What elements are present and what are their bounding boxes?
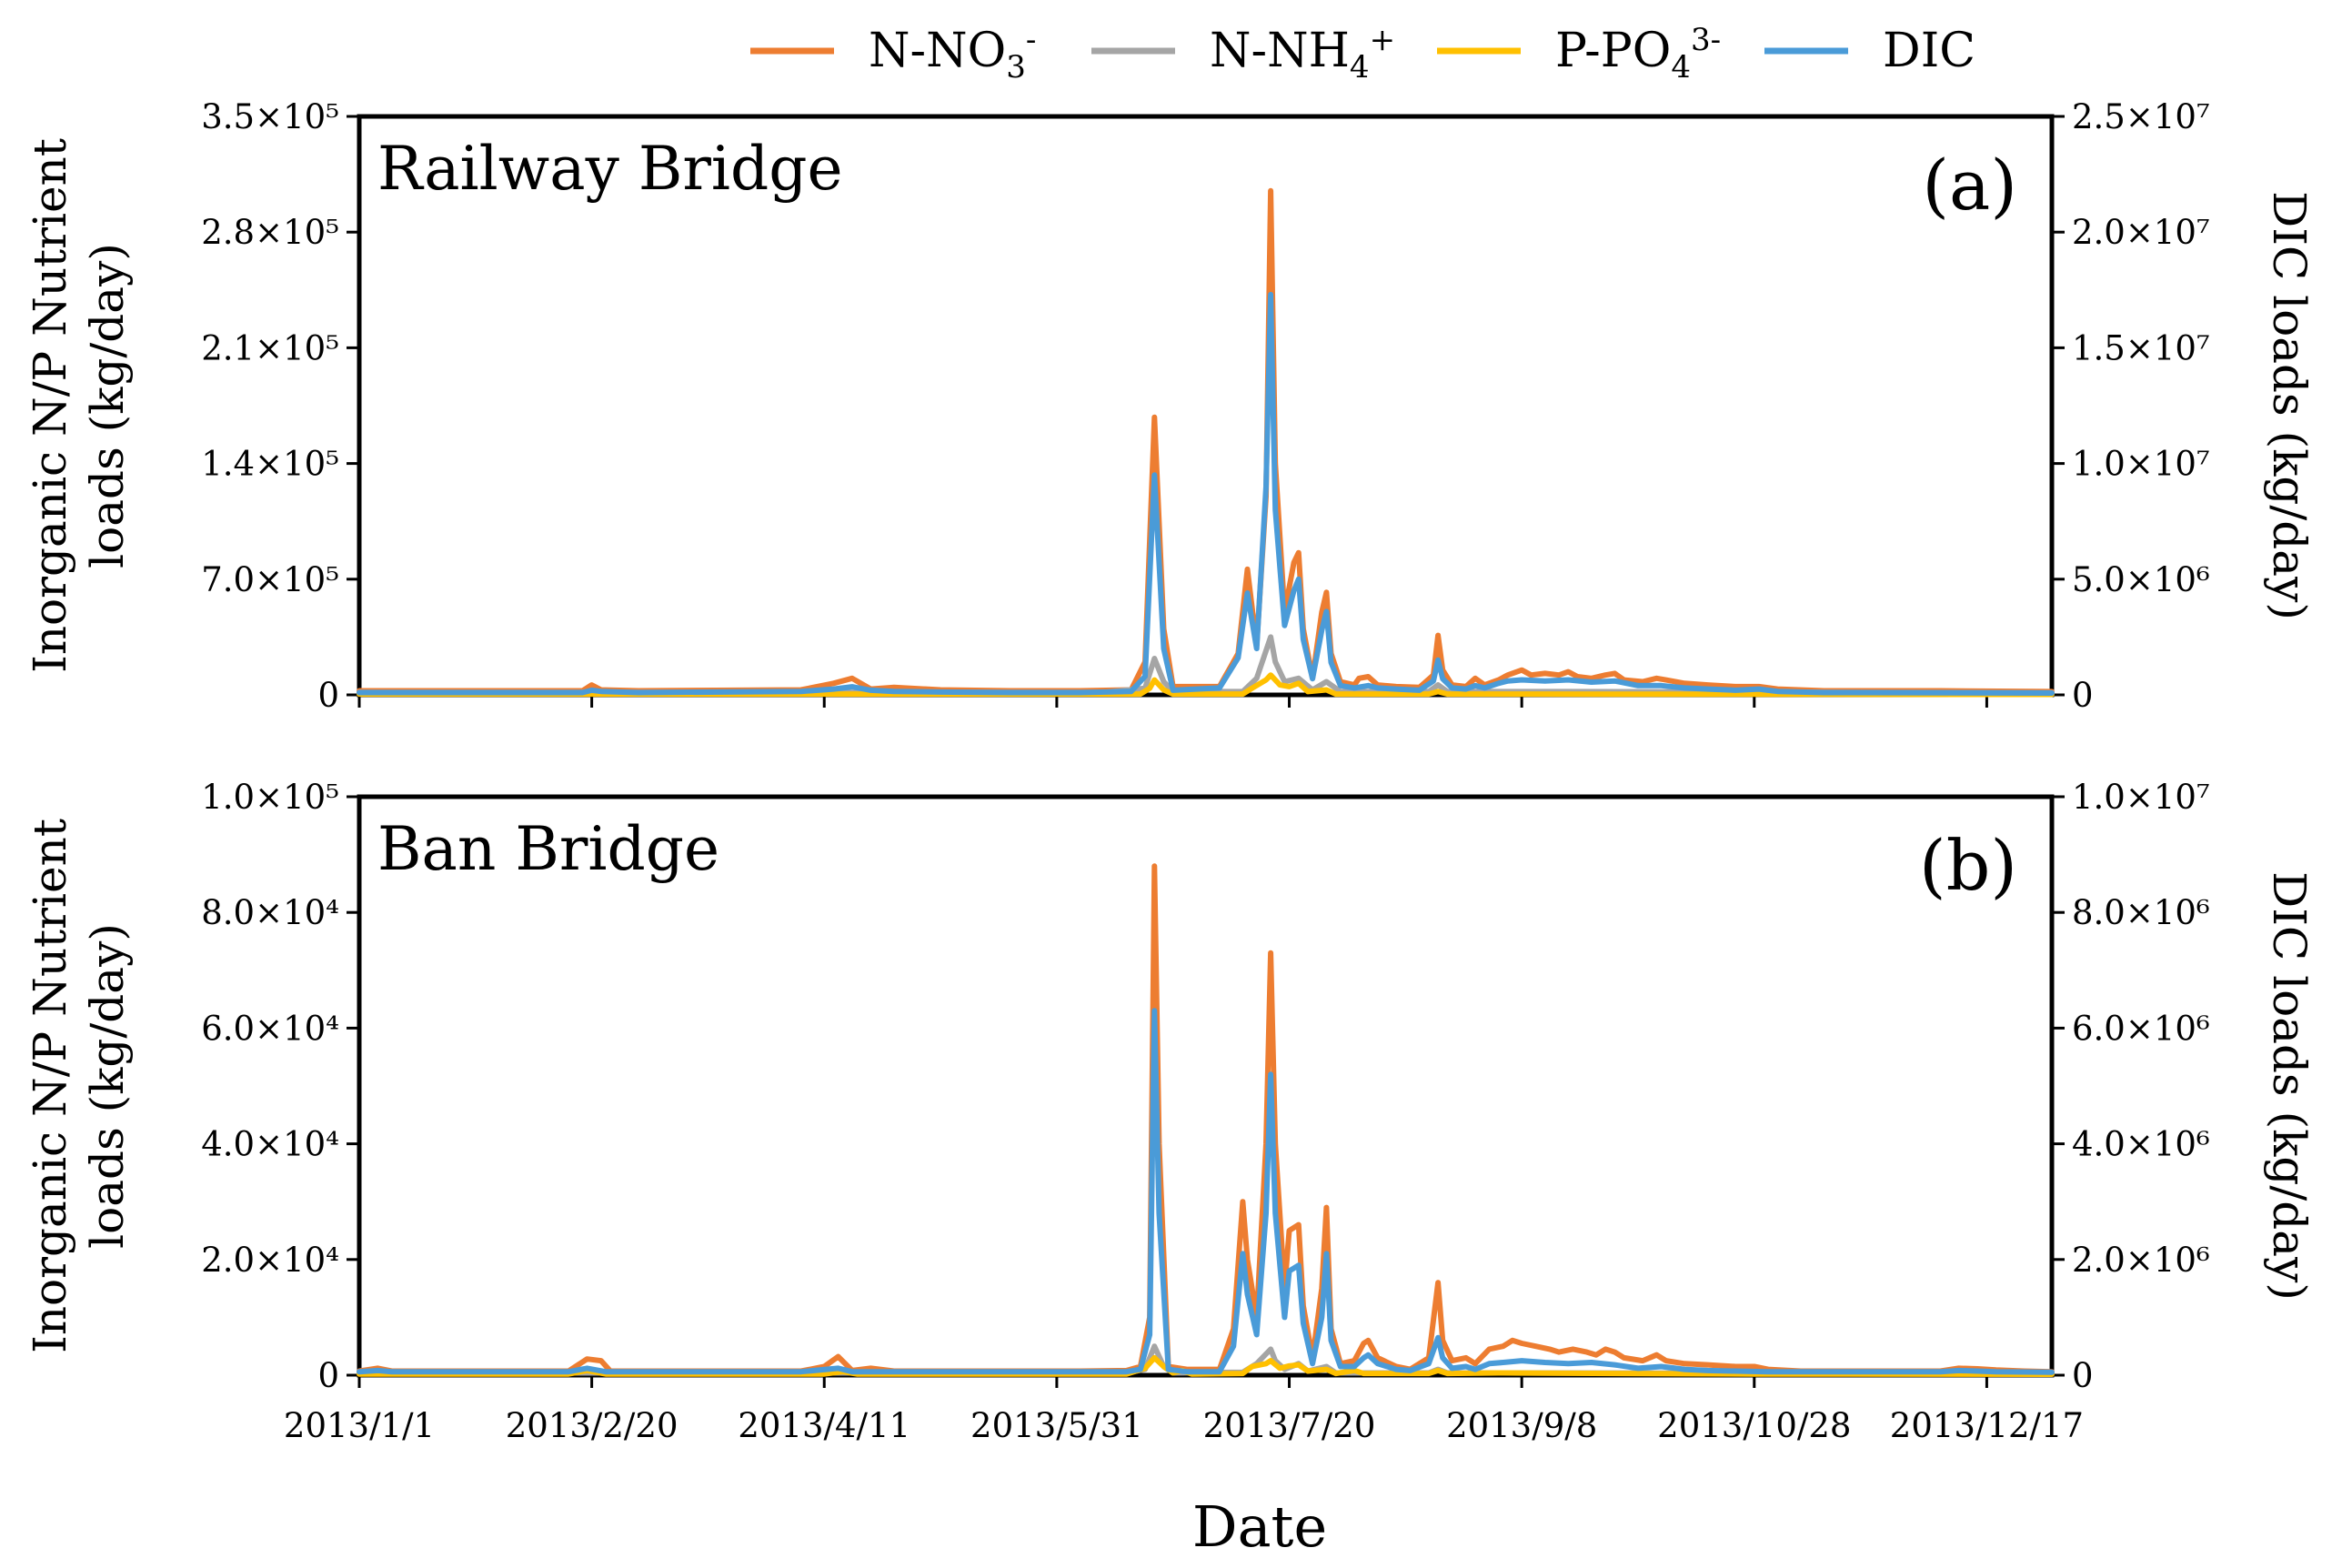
- y2-tick-label: 2.0×10⁶: [2072, 1241, 2210, 1280]
- panel-ban-bridge: 0 2.0×10⁴ 4.0×10⁴ 6.0×10⁴ 8.0×10⁴ 1.0×10⁵ 0 2.0…: [24, 778, 2316, 1445]
- panel-letter: (b): [1919, 825, 2017, 906]
- y2-tick-label: 2.5×10⁷: [2072, 97, 2210, 136]
- y-tick-label: 2.0×10⁴: [201, 1241, 339, 1280]
- y-axis-title-line1: Inorganic N/P Nutrient: [24, 138, 76, 673]
- y2-tick-label: 1.0×10⁷: [2072, 445, 2210, 484]
- series-line-n-no3-: [357, 863, 2055, 1375]
- x-axis-title: Date: [1192, 1493, 1327, 1560]
- legend-item: DIC: [1764, 24, 1975, 78]
- x-tick-label: 2013/2/20: [506, 1406, 678, 1445]
- panel-title: Railway Bridge: [377, 134, 843, 204]
- y2-tick-label: 4.0×10⁶: [2072, 1125, 2210, 1164]
- y-tick-label: 8.0×10⁴: [201, 893, 339, 932]
- y-tick-label: 1.0×10⁵: [201, 778, 339, 817]
- panel-railway-bridge: 0 7.0×10⁵ 1.4×10⁵ 2.1×10⁵ 2.8×10⁵ 3.5×10⁵ 0 5.0…: [24, 97, 2316, 715]
- series-line-dic: [357, 291, 2055, 696]
- legend-label: P-PO43-: [1555, 22, 1721, 85]
- series-line-n-no3-: [357, 187, 2055, 695]
- y2-tick-label: 2.0×10⁷: [2072, 213, 2210, 252]
- x-tick-label: 2013/9/8: [1446, 1406, 1597, 1445]
- series-line-p-po43-: [357, 672, 2055, 698]
- y2-tick-label: 1.0×10⁷: [2072, 778, 2210, 817]
- panel-title: Ban Bridge: [377, 814, 719, 884]
- x-tick-label: 2013/12/17: [1890, 1406, 2084, 1445]
- y-axis-title-line1: Inorganic N/P Nutrient: [24, 819, 76, 1353]
- x-tick-label: 2013/7/20: [1203, 1406, 1376, 1445]
- x-tick-label: 2013/1/1: [284, 1406, 435, 1445]
- legend-label: DIC: [1883, 24, 1975, 78]
- x-tick-label: 2013/5/31: [970, 1406, 1143, 1445]
- y2-tick-label: 5.0×10⁶: [2072, 560, 2210, 599]
- legend-item: N-NH4+: [1091, 22, 1395, 85]
- legend-item: N-NO3-: [750, 22, 1036, 85]
- y-tick-label: 7.0×10⁵: [201, 560, 339, 599]
- y-tick-label: 2.8×10⁵: [201, 213, 339, 252]
- y2-tick-label: 1.5×10⁷: [2072, 328, 2210, 367]
- x-tick-label: 2013/4/11: [738, 1406, 910, 1445]
- y-axis-title-line2: loads (kg/day): [81, 923, 134, 1249]
- y2-axis-title: DIC loads (kg/day): [2263, 191, 2316, 620]
- legend-label: N-NH4+: [1210, 22, 1395, 85]
- legend-label: N-NO3-: [869, 22, 1036, 85]
- y-tick-label: 2.1×10⁵: [201, 328, 339, 367]
- series-line-dic: [357, 1008, 2055, 1375]
- x-tick-label: 2013/10/28: [1657, 1406, 1851, 1445]
- y-tick-label: 4.0×10⁴: [201, 1125, 339, 1164]
- legend-item: P-PO43-: [1437, 22, 1721, 85]
- series-line-n-nh4-: [357, 634, 2055, 696]
- y2-axis-title: DIC loads (kg/day): [2263, 871, 2316, 1301]
- y-axis-title-line2: loads (kg/day): [81, 243, 134, 568]
- y-tick-label: 0: [317, 676, 339, 715]
- y-tick-label: 0: [317, 1356, 339, 1395]
- y-tick-label: 6.0×10⁴: [201, 1009, 339, 1048]
- legend: N-NO3- N-NH4+ P-PO43- DIC: [750, 22, 1975, 85]
- y-tick-label: 1.4×10⁵: [201, 445, 339, 484]
- y-tick-label: 3.5×10⁵: [201, 97, 339, 136]
- y2-tick-label: 0: [2072, 676, 2094, 715]
- y2-tick-label: 8.0×10⁶: [2072, 893, 2210, 932]
- y2-tick-label: 0: [2072, 1356, 2094, 1395]
- panel-letter: (a): [1922, 145, 2017, 226]
- y2-tick-label: 6.0×10⁶: [2072, 1009, 2210, 1048]
